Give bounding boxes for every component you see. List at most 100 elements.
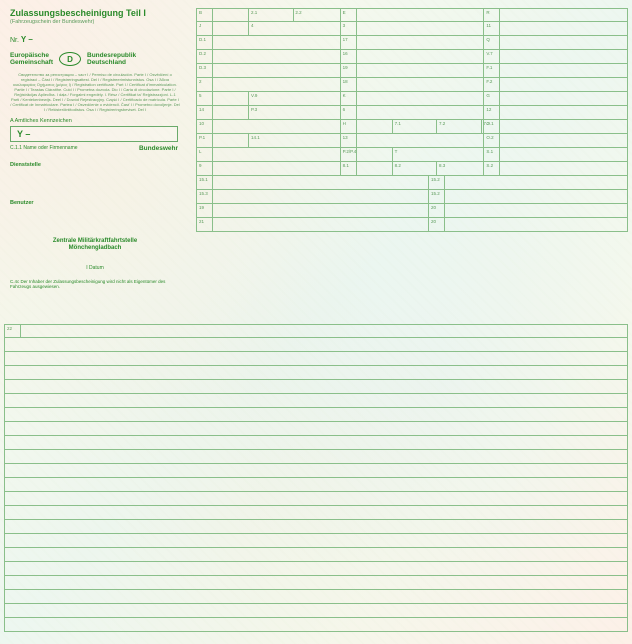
field-code: B bbox=[196, 9, 212, 21]
field-code: 8.1 bbox=[340, 162, 356, 175]
benutzer-label: Benutzer bbox=[10, 200, 190, 206]
nr-label: Nr. bbox=[10, 37, 19, 44]
field-code: 19 bbox=[340, 64, 356, 77]
field-code: D.3 bbox=[196, 64, 212, 77]
field-value bbox=[4, 562, 628, 575]
field-code: E bbox=[340, 9, 356, 21]
field-code: 11 bbox=[483, 22, 499, 35]
notes-row bbox=[4, 562, 628, 576]
field-code: H bbox=[340, 120, 356, 133]
field-code: Q bbox=[483, 36, 499, 49]
eu-right: Bundesrepublik Deutschland bbox=[87, 52, 136, 66]
field-value bbox=[212, 190, 428, 203]
field-value bbox=[499, 36, 628, 49]
field-value bbox=[212, 78, 340, 91]
field-code: S.1 bbox=[483, 148, 499, 161]
field-code: 21 bbox=[196, 218, 212, 231]
field-value bbox=[356, 64, 484, 77]
notes-row bbox=[4, 604, 628, 618]
notes-row: 22 bbox=[4, 324, 628, 338]
dienststelle-label: Dienststelle bbox=[10, 162, 190, 168]
field-value bbox=[4, 394, 628, 407]
grid-row: B2.12.2ER bbox=[196, 8, 628, 22]
license-plate-value: Y – bbox=[17, 129, 30, 139]
field-value bbox=[444, 204, 628, 217]
date-label: I Datum bbox=[10, 265, 180, 271]
grid-row: D.1 17 Q bbox=[196, 36, 628, 50]
field-code: 10 bbox=[196, 120, 212, 133]
field-subcode: 8.2 bbox=[395, 163, 401, 168]
grid-row: 218F.2 bbox=[196, 78, 628, 92]
field-value: T bbox=[356, 148, 484, 161]
field-code: 15.1 bbox=[196, 176, 212, 189]
left-panel: Zulassungsbescheinigung Teil I (Fahrzeug… bbox=[10, 8, 190, 318]
field-code: 2 bbox=[196, 78, 212, 91]
field-code: L bbox=[196, 148, 212, 161]
field-code: P.2/P.4 bbox=[340, 148, 356, 161]
field-subcode: 4 bbox=[251, 23, 254, 28]
c11-label: C.1.1 Name oder Firmenname bbox=[10, 145, 78, 152]
field-subcode: P.3 bbox=[251, 107, 257, 112]
field-value bbox=[4, 548, 628, 561]
country-badge: D bbox=[59, 52, 81, 66]
notes-row bbox=[4, 366, 628, 380]
field-value bbox=[499, 134, 628, 147]
field-value bbox=[356, 9, 484, 21]
field-code: V.7 bbox=[483, 50, 499, 63]
nr-value: Y – bbox=[21, 35, 33, 44]
field-value bbox=[4, 464, 628, 477]
field-value bbox=[212, 64, 340, 77]
notes-row bbox=[4, 534, 628, 548]
notes-row bbox=[4, 380, 628, 394]
field-value bbox=[212, 148, 340, 161]
field-code: 6 bbox=[340, 106, 356, 119]
field-value bbox=[4, 422, 628, 435]
certificate-document: Zulassungsbescheinigung Teil I (Fahrzeug… bbox=[0, 0, 632, 644]
grid-row: 5V.9KG bbox=[196, 92, 628, 106]
field-value bbox=[4, 352, 628, 365]
field-code: 19 bbox=[196, 204, 212, 217]
grid-row: D.216V.7 bbox=[196, 50, 628, 64]
field-value bbox=[499, 120, 628, 133]
field-code: D.1 bbox=[196, 36, 212, 49]
field-code: 18 bbox=[340, 78, 356, 91]
field-code: J bbox=[196, 22, 212, 35]
grid-row: L P.2/P.4 T S.1 bbox=[196, 148, 628, 162]
field-code: 22 bbox=[4, 325, 20, 337]
field-code: 15.2 bbox=[428, 190, 444, 203]
field-subcode: 2.1 bbox=[251, 10, 257, 15]
field-subcode: T bbox=[395, 149, 398, 154]
notes-row bbox=[4, 408, 628, 422]
field-value bbox=[212, 36, 340, 49]
field-code: 16 bbox=[340, 50, 356, 63]
field-value bbox=[499, 106, 628, 119]
field-value bbox=[444, 176, 628, 189]
field-code: 17 bbox=[340, 36, 356, 49]
field-value bbox=[499, 162, 628, 175]
field-value bbox=[356, 50, 484, 63]
field-value: P.3 bbox=[212, 106, 340, 119]
doc-subtitle: (Fahrzeugschein der Bundeswehr) bbox=[10, 19, 190, 25]
field-value bbox=[444, 218, 628, 231]
field-code: P.1 bbox=[196, 134, 212, 147]
c11-row: C.1.1 Name oder Firmenname Bundeswehr bbox=[10, 145, 178, 152]
notes-row bbox=[4, 548, 628, 562]
notes-row bbox=[4, 576, 628, 590]
eu-left: Europäische Gemeinschaft bbox=[10, 52, 53, 66]
field-value bbox=[499, 9, 628, 21]
notes-row bbox=[4, 352, 628, 366]
field-value bbox=[212, 162, 340, 175]
field-value bbox=[499, 148, 628, 161]
field-value bbox=[4, 604, 628, 617]
grid-row: 2120 bbox=[196, 218, 628, 232]
field-value bbox=[4, 618, 628, 631]
field-subcode: V.9 bbox=[251, 93, 257, 98]
notes-row bbox=[4, 506, 628, 520]
field-subcode: 7.3 bbox=[483, 121, 489, 126]
notes-row bbox=[4, 422, 628, 436]
field-value bbox=[4, 492, 628, 505]
field-value bbox=[356, 134, 484, 147]
field-value bbox=[356, 106, 484, 119]
field-value bbox=[4, 590, 628, 603]
field-subcode: 7.1 bbox=[395, 121, 401, 126]
